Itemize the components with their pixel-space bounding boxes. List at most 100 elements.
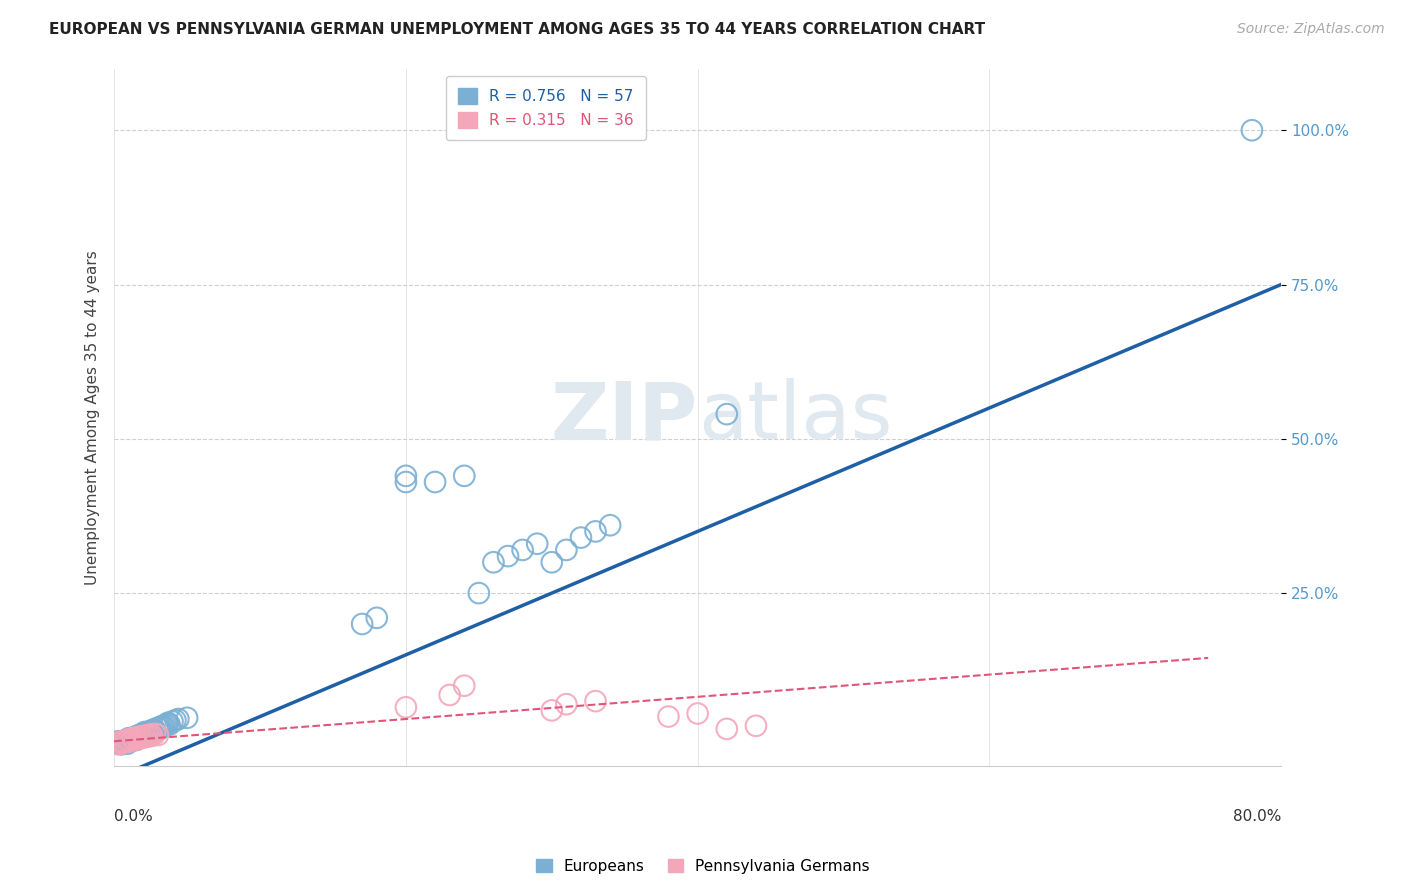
Point	[496, 549, 519, 563]
Point	[136, 725, 159, 739]
Point	[128, 730, 150, 744]
Point	[124, 733, 146, 747]
Point	[107, 734, 129, 748]
Text: Source: ZipAtlas.com: Source: ZipAtlas.com	[1237, 22, 1385, 37]
Point	[162, 714, 184, 729]
Point	[395, 700, 418, 714]
Point	[134, 725, 156, 739]
Point	[148, 722, 170, 736]
Point	[110, 734, 132, 748]
Point	[423, 475, 446, 489]
Point	[107, 737, 129, 751]
Point	[540, 703, 562, 717]
Point	[150, 719, 173, 733]
Point	[112, 735, 135, 749]
Point	[366, 611, 388, 625]
Point	[453, 468, 475, 483]
Point	[555, 543, 578, 558]
Point	[599, 518, 621, 533]
Point	[540, 555, 562, 569]
Point	[135, 727, 157, 741]
Point	[111, 736, 134, 750]
Point	[555, 697, 578, 711]
Point	[526, 537, 548, 551]
Point	[136, 728, 159, 742]
Point	[143, 727, 166, 741]
Point	[138, 729, 160, 743]
Point	[129, 730, 152, 744]
Point	[139, 727, 162, 741]
Text: EUROPEAN VS PENNSYLVANIA GERMAN UNEMPLOYMENT AMONG AGES 35 TO 44 YEARS CORRELATI: EUROPEAN VS PENNSYLVANIA GERMAN UNEMPLOY…	[49, 22, 986, 37]
Point	[142, 723, 165, 737]
Point	[112, 735, 135, 749]
Point	[135, 730, 157, 744]
Point	[122, 731, 145, 746]
Point	[125, 731, 148, 745]
Point	[143, 723, 166, 738]
Point	[482, 555, 505, 569]
Point	[395, 475, 418, 489]
Point	[108, 735, 131, 749]
Point	[115, 733, 138, 747]
Point	[141, 724, 163, 739]
Point	[120, 732, 142, 747]
Point	[115, 733, 138, 747]
Point	[1240, 123, 1263, 137]
Point	[138, 726, 160, 740]
Point	[439, 688, 461, 702]
Point	[149, 720, 172, 734]
Point	[128, 728, 150, 742]
Point	[157, 715, 180, 730]
Point	[155, 718, 177, 732]
Point	[127, 731, 149, 746]
Point	[512, 543, 534, 558]
Point	[569, 531, 592, 545]
Point	[716, 407, 738, 421]
Point	[176, 711, 198, 725]
Point	[118, 731, 141, 746]
Point	[585, 524, 607, 539]
Point	[110, 737, 132, 751]
Point	[129, 731, 152, 746]
Point	[132, 731, 155, 745]
Point	[156, 717, 179, 731]
Point	[585, 694, 607, 708]
Point	[468, 586, 491, 600]
Point	[120, 734, 142, 748]
Point	[141, 729, 163, 743]
Point	[139, 723, 162, 738]
Text: ZIP: ZIP	[550, 378, 697, 456]
Point	[159, 717, 181, 731]
Point	[118, 734, 141, 748]
Point	[117, 733, 139, 747]
Point	[117, 737, 139, 751]
Point	[131, 727, 153, 741]
Point	[395, 468, 418, 483]
Point	[125, 733, 148, 747]
Text: 0.0%: 0.0%	[114, 809, 153, 824]
Point	[352, 617, 374, 632]
Text: atlas: atlas	[697, 378, 891, 456]
Point	[118, 732, 141, 747]
Legend: R = 0.756   N = 57, R = 0.315   N = 36: R = 0.756 N = 57, R = 0.315 N = 36	[446, 76, 645, 140]
Point	[132, 729, 155, 743]
Point	[121, 733, 143, 747]
Point	[152, 719, 174, 733]
Text: 80.0%: 80.0%	[1233, 809, 1281, 824]
Point	[121, 731, 143, 746]
Point	[716, 722, 738, 736]
Point	[686, 706, 709, 721]
Point	[146, 721, 169, 735]
Point	[131, 729, 153, 743]
Point	[453, 679, 475, 693]
Point	[745, 719, 768, 733]
Point	[122, 731, 145, 746]
Legend: Europeans, Pennsylvania Germans: Europeans, Pennsylvania Germans	[530, 853, 876, 880]
Point	[167, 712, 190, 726]
Point	[124, 731, 146, 745]
Point	[125, 729, 148, 743]
Point	[657, 709, 679, 723]
Y-axis label: Unemployment Among Ages 35 to 44 years: Unemployment Among Ages 35 to 44 years	[86, 250, 100, 584]
Point	[165, 713, 187, 727]
Point	[146, 728, 169, 742]
